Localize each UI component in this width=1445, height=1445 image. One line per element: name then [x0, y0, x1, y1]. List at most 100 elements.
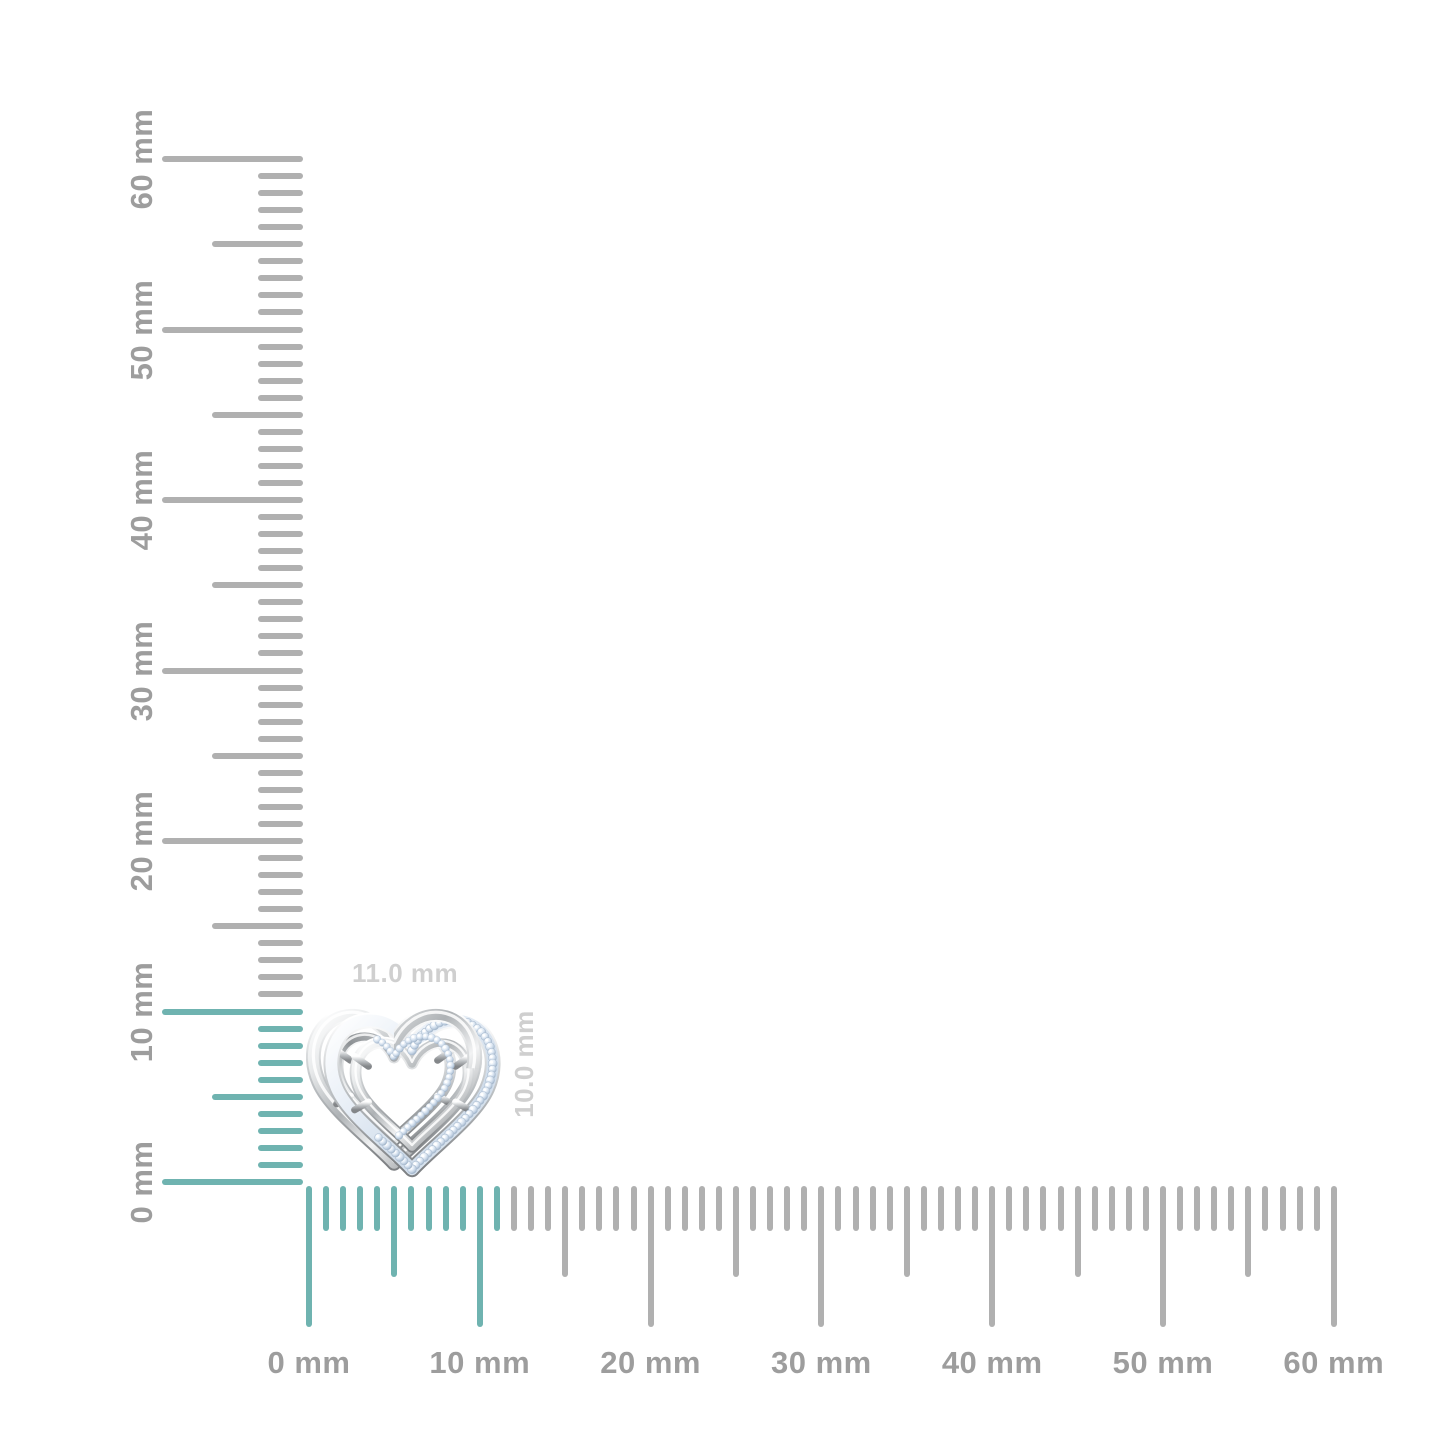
vruler-tick-50mm: [162, 326, 303, 333]
hruler-tick-36mm: [920, 1186, 927, 1231]
vruler-tick-37mm: [258, 548, 303, 555]
pave-diamond-glint: [384, 1044, 388, 1047]
pave-diamond-glint: [418, 1112, 422, 1116]
vruler-tick-46mm: [258, 394, 303, 401]
pave-diamond-glint: [443, 1045, 446, 1049]
pave-diamond-glint: [401, 1129, 404, 1132]
hruler-tick-54mm: [1228, 1186, 1235, 1231]
pave-diamond-glint: [427, 1025, 430, 1029]
vruler-tick-20mm: [162, 838, 303, 844]
pave-diamond-glint: [388, 1048, 391, 1052]
vruler-tick-53mm: [258, 275, 303, 282]
vruler-tick-34mm: [258, 599, 303, 606]
hruler-tick-30mm: [818, 1186, 825, 1327]
hruler-tick-46mm: [1091, 1186, 1098, 1231]
hruler-tick-29mm: [801, 1186, 808, 1231]
pave-diamond-glint: [427, 1104, 430, 1108]
pave-diamond-glint: [458, 1119, 462, 1123]
pave-diamond-glint: [374, 1036, 378, 1040]
vruler-tick-15mm: [212, 923, 303, 930]
hruler-tick-25mm: [733, 1186, 739, 1277]
pave-diamond-glint: [487, 1043, 491, 1047]
hruler-tick-57mm: [1279, 1186, 1286, 1231]
pave-diamond-glint: [409, 1120, 413, 1124]
vruler-label-0mm: 0 mm: [124, 1140, 159, 1224]
pave-diamond-glint: [434, 1037, 438, 1041]
vruler-tick-55mm: [212, 241, 303, 248]
pave-diamond-glint: [462, 1115, 466, 1119]
pave-diamond-glint: [435, 1095, 438, 1099]
hruler-label-0mm: 0 mm: [267, 1345, 351, 1380]
pave-diamond-glint: [413, 1162, 417, 1166]
pave-diamond-glint: [442, 1135, 446, 1139]
heart-interlock-bottom: [331, 1020, 417, 1175]
vruler-label-10mm: 10 mm: [124, 961, 159, 1062]
vruler-tick-12mm: [258, 974, 303, 981]
hruler-label-40mm: 40 mm: [941, 1345, 1043, 1380]
hruler-tick-26mm: [750, 1186, 757, 1231]
vruler-tick-14mm: [258, 940, 303, 947]
vruler-tick-51mm: [258, 309, 303, 316]
hruler-tick-43mm: [1040, 1186, 1047, 1231]
hruler-tick-38mm: [955, 1186, 962, 1231]
hruler-tick-59mm: [1313, 1186, 1320, 1231]
vruler-tick-25mm: [212, 752, 303, 759]
pave-diamond-glint: [470, 1106, 474, 1110]
pave-diamond: [374, 1133, 383, 1142]
vruler-tick-49mm: [258, 343, 303, 350]
hruler-tick-20mm: [647, 1186, 654, 1327]
vruler-tick-9mm: [258, 1025, 303, 1032]
hruler-label-60mm: 60 mm: [1283, 1345, 1385, 1380]
hruler-tick-17mm: [596, 1186, 603, 1231]
pave-diamonds-bottom: [374, 1133, 417, 1175]
vruler-label-30mm: 30 mm: [124, 620, 159, 721]
pave-diamond-glint: [483, 1088, 487, 1092]
hruler-tick-60mm: [1330, 1186, 1337, 1327]
vruler-tick-4mm: [258, 1110, 303, 1117]
vruler-tick-11mm: [258, 991, 303, 998]
hruler-tick-28mm: [784, 1186, 791, 1231]
hruler-tick-41mm: [1006, 1186, 1013, 1231]
hruler-tick-45mm: [1074, 1186, 1081, 1277]
pave-diamond-glint: [447, 1057, 451, 1060]
vruler-tick-47mm: [258, 377, 303, 384]
vruler-tick-6mm: [258, 1076, 303, 1083]
hruler-tick-51mm: [1177, 1186, 1184, 1231]
pave-diamond-glint: [433, 1142, 437, 1146]
hruler-tick-24mm: [715, 1186, 722, 1231]
width-dimension-label: 11.0 mm: [352, 958, 459, 988]
vruler-tick-43mm: [258, 445, 303, 452]
hruler-tick-1mm: [323, 1186, 330, 1231]
hruler-tick-22mm: [681, 1186, 688, 1231]
hruler-tick-32mm: [852, 1186, 859, 1231]
pave-diamond-glint: [450, 1127, 454, 1131]
hruler-tick-2mm: [340, 1186, 347, 1231]
pave-diamond-glint: [417, 1034, 421, 1037]
hruler-tick-44mm: [1057, 1186, 1064, 1231]
hruler-tick-55mm: [1245, 1186, 1252, 1277]
pave-diamond-glint: [489, 1049, 492, 1053]
pave-diamond-glint: [412, 1042, 415, 1046]
pave-diamond-glint: [485, 1038, 489, 1042]
pave-diamond: [394, 1131, 404, 1140]
hruler-tick-40mm: [989, 1186, 996, 1327]
pave-diamond-glint: [485, 1083, 489, 1086]
pave-diamond-glint: [454, 1123, 458, 1127]
hruler-tick-5mm: [391, 1186, 398, 1277]
hruler-tick-9mm: [459, 1186, 466, 1231]
hruler-tick-10mm: [476, 1186, 483, 1327]
hruler-tick-52mm: [1194, 1186, 1201, 1231]
vruler-tick-22mm: [258, 803, 303, 810]
hruler-tick-56mm: [1262, 1186, 1269, 1231]
pave-diamond-glint: [422, 1029, 426, 1033]
hruler-tick-23mm: [698, 1186, 705, 1231]
vruler-tick-59mm: [258, 173, 303, 180]
pave-diamond-glint: [431, 1100, 434, 1103]
hruler-label-30mm: 30 mm: [771, 1345, 872, 1380]
hruler-label-50mm: 50 mm: [1112, 1345, 1214, 1380]
pave-diamond-glint: [482, 1033, 486, 1037]
vruler-tick-8mm: [258, 1042, 303, 1049]
vruler-tick-7mm: [258, 1059, 303, 1066]
pave-diamond-glint: [444, 1080, 448, 1084]
vruler-tick-38mm: [258, 531, 303, 538]
